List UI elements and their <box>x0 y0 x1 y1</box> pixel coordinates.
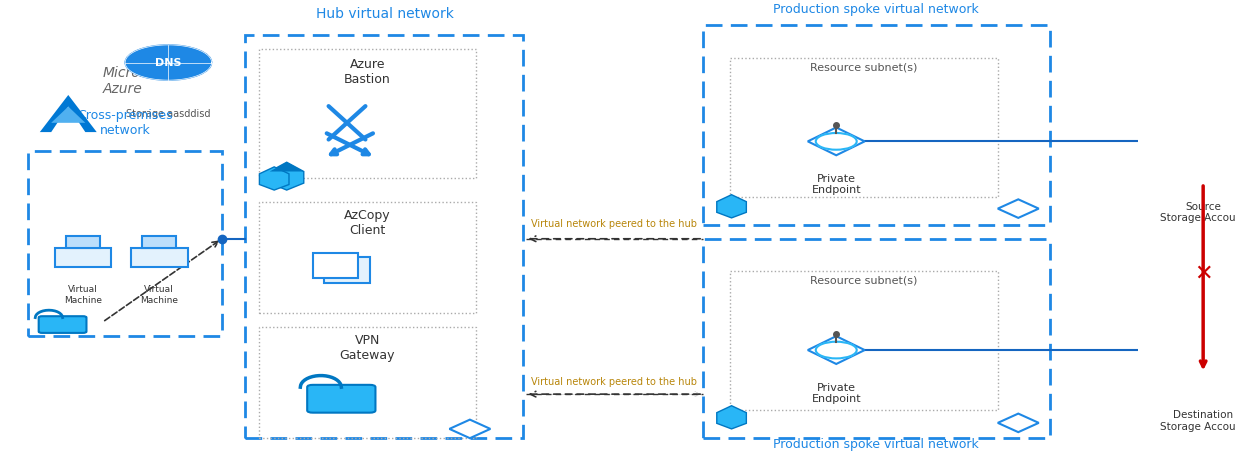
Text: Virtual
Machine: Virtual Machine <box>140 285 178 305</box>
Text: Resource subnet(s): Resource subnet(s) <box>810 62 917 73</box>
Text: Private
Endpoint: Private Endpoint <box>811 174 861 195</box>
FancyBboxPatch shape <box>1172 116 1235 130</box>
Text: Microsoft
Azure: Microsoft Azure <box>103 66 167 96</box>
FancyBboxPatch shape <box>324 257 370 283</box>
FancyBboxPatch shape <box>54 248 111 267</box>
Polygon shape <box>997 199 1038 218</box>
Circle shape <box>816 133 857 150</box>
Text: Hub virtual network: Hub virtual network <box>315 7 454 21</box>
Text: Storage aasddisd: Storage aasddisd <box>126 109 210 118</box>
Text: ...: ... <box>462 423 477 436</box>
Text: ...: ... <box>1011 201 1026 214</box>
FancyBboxPatch shape <box>38 316 87 333</box>
FancyBboxPatch shape <box>1172 118 1235 178</box>
Polygon shape <box>40 95 96 132</box>
Polygon shape <box>717 406 747 429</box>
Circle shape <box>816 342 857 358</box>
Text: Resource subnet(s): Resource subnet(s) <box>810 276 917 286</box>
Text: Azure
Bastion: Azure Bastion <box>344 58 391 86</box>
FancyBboxPatch shape <box>1172 327 1235 387</box>
FancyBboxPatch shape <box>66 236 100 248</box>
Text: DNS: DNS <box>156 57 182 68</box>
Text: Production spoke virtual network: Production spoke virtual network <box>774 438 979 451</box>
Polygon shape <box>450 419 491 438</box>
Polygon shape <box>269 162 304 190</box>
Text: Virtual
Machine: Virtual Machine <box>64 285 103 305</box>
Text: Source
Storage Account: Source Storage Account <box>1159 202 1236 223</box>
Circle shape <box>125 45 211 80</box>
Text: Private
Endpoint: Private Endpoint <box>811 383 861 404</box>
Polygon shape <box>51 107 85 123</box>
Text: AzCopy
Client: AzCopy Client <box>344 209 391 237</box>
Text: Production spoke virtual network: Production spoke virtual network <box>774 3 979 16</box>
Text: Destination
Storage Account: Destination Storage Account <box>1159 411 1236 432</box>
Polygon shape <box>808 336 865 364</box>
FancyBboxPatch shape <box>1172 324 1235 338</box>
Text: Cross-premises
network: Cross-premises network <box>78 109 173 137</box>
Polygon shape <box>997 414 1038 432</box>
Polygon shape <box>260 167 289 190</box>
FancyBboxPatch shape <box>131 248 188 267</box>
Polygon shape <box>808 128 865 155</box>
Text: VPN
Gateway: VPN Gateway <box>340 334 396 362</box>
Polygon shape <box>269 162 304 171</box>
Text: Virtual network peered to the hub: Virtual network peered to the hub <box>531 377 697 387</box>
FancyBboxPatch shape <box>142 236 177 248</box>
Text: ✕: ✕ <box>1194 264 1213 283</box>
Text: ...: ... <box>1011 417 1026 430</box>
FancyBboxPatch shape <box>308 385 376 413</box>
Text: Virtual network peered to the hub: Virtual network peered to the hub <box>531 219 697 229</box>
FancyBboxPatch shape <box>313 253 358 278</box>
Polygon shape <box>717 195 747 218</box>
